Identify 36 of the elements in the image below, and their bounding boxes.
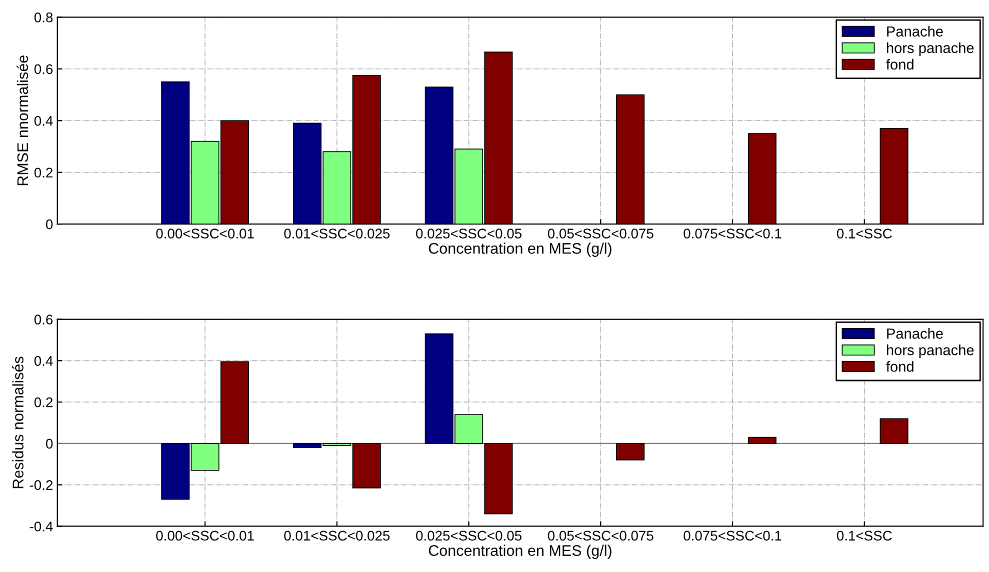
legend-label: fond: [886, 361, 914, 372]
y-tick-label: 0.8: [34, 12, 53, 22]
y-tick-label: -0.2: [30, 480, 52, 490]
bar: [748, 436, 776, 444]
x-tick-label: 0.075<SSC<0.1: [684, 228, 782, 238]
legend-label: fond: [886, 58, 914, 70]
x-tick-label: 0.01<SSC<0.025: [284, 530, 390, 541]
x-axis-title: Concentration en MES (g/l): [428, 242, 612, 257]
x-tick-label: 0.025<SSC<0.05: [416, 530, 522, 541]
y-tick-label: 0.4: [34, 116, 53, 126]
x-tick-label: 0.00<SSC<0.01: [156, 530, 254, 541]
y-axis-title: RMSE nnormalisée: [16, 56, 28, 186]
y-tick-label: 0.6: [34, 314, 53, 324]
bar: [616, 443, 645, 460]
y-tick-label: 0.2: [34, 397, 52, 408]
bar: [880, 418, 908, 444]
x-tick-label: 0.025<SSC<0.05: [416, 228, 522, 238]
x-tick-label: 0.1<SSC: [836, 228, 892, 238]
y-tick-label: 0.6: [34, 64, 53, 74]
legend-label: Panache: [887, 26, 943, 37]
x-tick-label: 0.00<SSC<0.01: [156, 228, 254, 238]
x-tick-label: 0.01<SSC<0.025: [284, 228, 390, 238]
x-tick-label: 0.05<SSC<0.075: [548, 530, 654, 541]
x-tick-label: 0.1<SSC: [836, 530, 892, 541]
x-axis-title: Concentration en MES (g/l): [428, 544, 612, 559]
x-tick-label: 0.05<SSC<0.075: [548, 228, 654, 238]
legend-label: Panache: [887, 328, 943, 339]
y-tick-label: 0.4: [34, 356, 53, 366]
legend-label: hors panache: [886, 344, 974, 358]
y-tick-label: -0.4: [30, 522, 53, 532]
x-tick-label: 0.075<SSC<0.1: [684, 530, 782, 541]
legend-label: hors panache: [886, 42, 974, 56]
y-tick-label: 0: [46, 438, 53, 449]
y-axis-title: Residus normalisés: [12, 356, 24, 488]
y-tick-label: 0: [46, 219, 53, 230]
y-tick-label: 0.2: [34, 168, 52, 178]
